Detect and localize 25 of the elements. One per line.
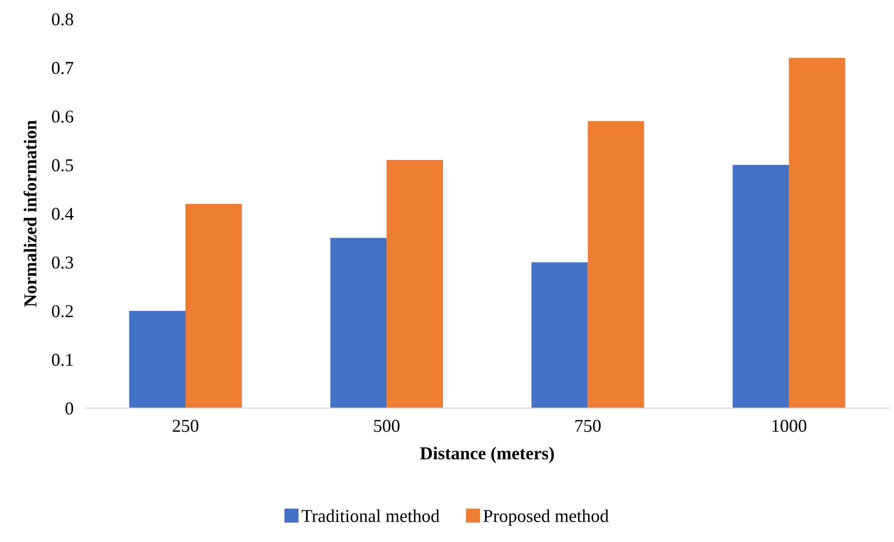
legend-label: Proposed method xyxy=(484,509,609,526)
y-tick-label: 0.1 xyxy=(52,354,73,366)
bar xyxy=(129,310,186,408)
x-tick-label: 1000 xyxy=(772,420,806,432)
y-tick-label: 0.4 xyxy=(52,208,74,220)
y-tick-label: 0 xyxy=(65,402,74,415)
bar xyxy=(788,58,846,408)
y-tick-label: 0.2 xyxy=(52,305,73,318)
bar xyxy=(186,204,242,408)
y-tick-label: 0.6 xyxy=(52,110,74,123)
y-tick-label: 0.8 xyxy=(52,13,74,26)
x-tick-label: 250 xyxy=(172,420,198,432)
bar xyxy=(330,238,387,408)
x-tick-label: 750 xyxy=(575,420,601,432)
bar xyxy=(386,160,443,408)
y-tick-label: 0.5 xyxy=(52,159,74,172)
legend-label: Traditional method xyxy=(302,509,440,522)
bar xyxy=(588,121,644,408)
y-tick-label: 0.3 xyxy=(52,256,74,269)
bar xyxy=(732,164,789,408)
y-tick-label: 0.7 xyxy=(52,62,74,74)
bar xyxy=(531,262,588,408)
x-tick-label: 500 xyxy=(374,420,400,432)
x-axis-title: Distance (meters) xyxy=(420,446,554,464)
y-axis-title: Normalized information xyxy=(24,120,36,307)
